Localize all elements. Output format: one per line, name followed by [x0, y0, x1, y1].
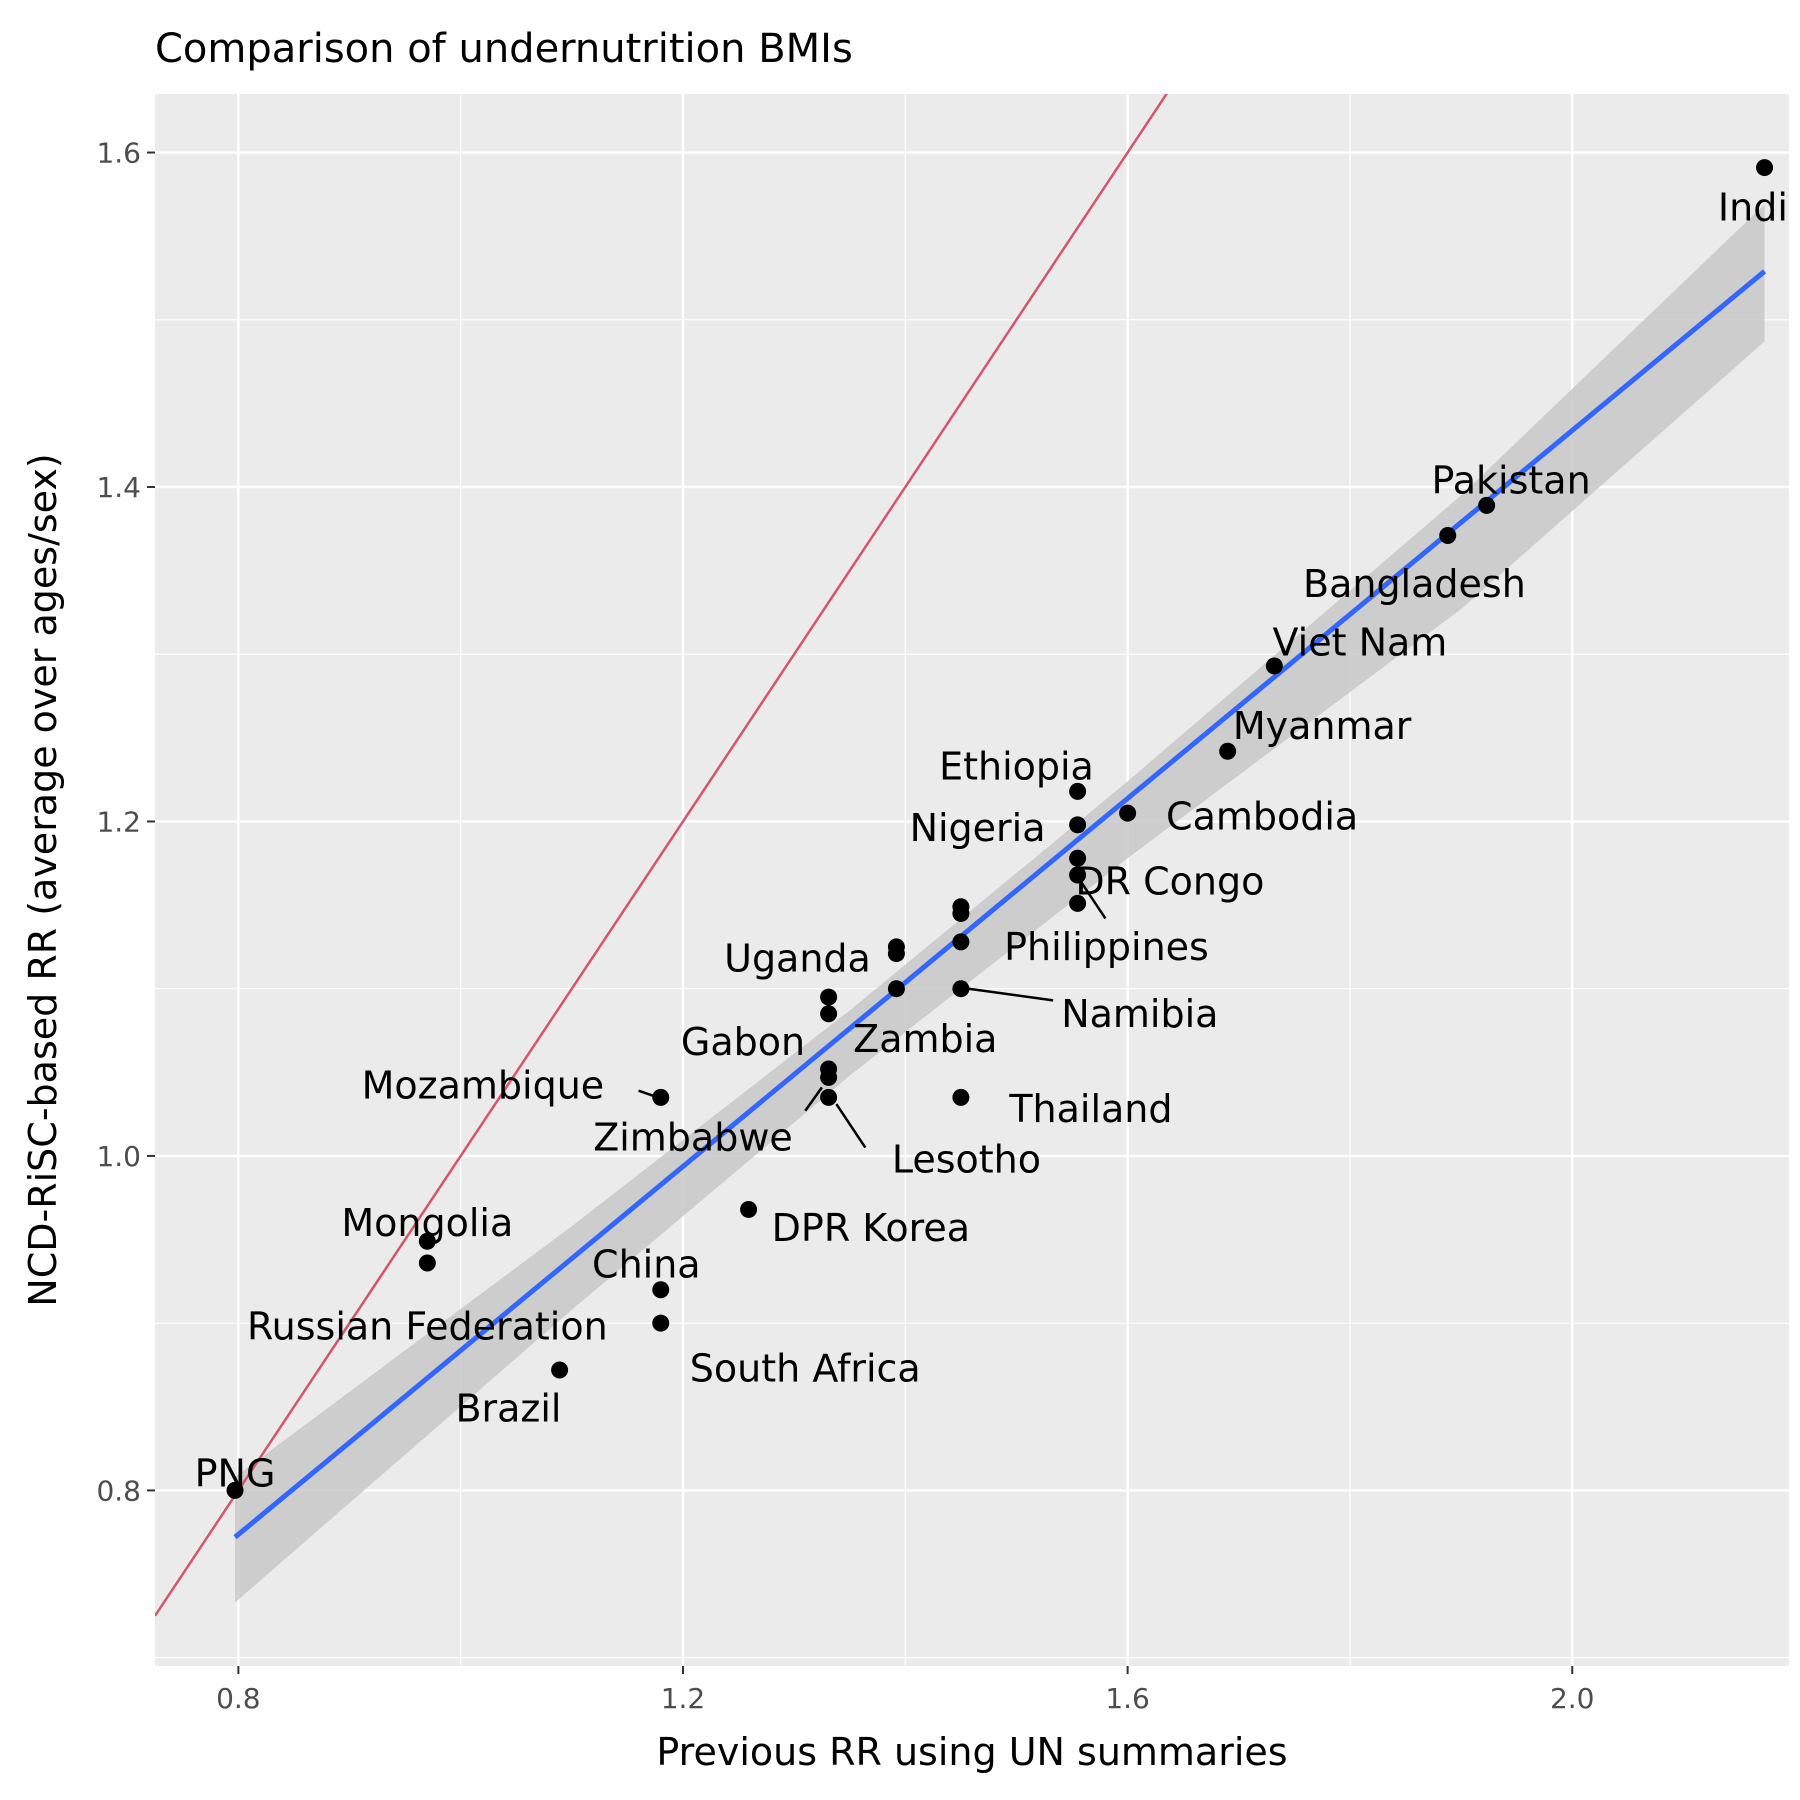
data-point	[1478, 496, 1496, 514]
data-point	[418, 1254, 436, 1272]
point-label: DR Congo	[1075, 860, 1264, 904]
point-label: Ethiopia	[939, 744, 1094, 788]
point-label: Pakistan	[1432, 458, 1591, 502]
grid-major-lines	[155, 94, 1789, 1666]
point-label: PNG	[195, 1452, 276, 1496]
identity-reference-line	[155, 94, 1169, 1617]
data-point	[418, 1232, 436, 1250]
x-axis-ticks: 0.8 1.2 1.6 2.0	[216, 1666, 1595, 1715]
point-label: Uganda	[724, 937, 871, 981]
point-label: Viet Nam	[1273, 621, 1448, 665]
data-point	[226, 1481, 244, 1499]
point-label: Zambia	[853, 1017, 997, 1061]
data-point	[1219, 742, 1237, 760]
leader-line	[1079, 880, 1107, 920]
point-label: China	[592, 1243, 701, 1287]
x-tick-label: 1.2	[661, 1682, 706, 1715]
point-label: Mongolia	[341, 1201, 513, 1245]
data-point	[652, 1088, 670, 1106]
point-labels: PNG Mongolia Russian Federation Brazil China…	[195, 186, 1800, 1496]
y-axis-ticks: 0.8 1.0 1.2 1.4 1.6	[96, 137, 155, 1507]
data-point	[740, 1200, 758, 1218]
data-point	[1265, 657, 1283, 675]
data-point	[952, 933, 970, 951]
data-point	[952, 904, 970, 922]
point-label: Namibia	[1061, 992, 1218, 1036]
data-point	[652, 1314, 670, 1332]
leader-line	[835, 1103, 867, 1149]
data-point	[887, 980, 905, 998]
data-point	[551, 1361, 569, 1379]
point-label: Philippines	[1004, 925, 1209, 969]
x-tick-label: 2.0	[1550, 1682, 1595, 1715]
data-point	[1756, 159, 1774, 177]
point-label: Bangladesh	[1303, 562, 1526, 606]
data-point	[820, 1088, 838, 1106]
point-label: Nigeria	[910, 806, 1046, 850]
point-label: India	[1718, 186, 1800, 230]
point-label: Russian Federation	[247, 1305, 608, 1349]
data-point	[820, 988, 838, 1006]
point-label: Mozambique	[362, 1064, 605, 1108]
point-label: Cambodia	[1166, 794, 1358, 838]
leader-line	[968, 987, 1054, 1002]
data-point	[1439, 526, 1457, 544]
data-point	[1069, 866, 1087, 884]
data-point	[1069, 894, 1087, 912]
point-label: South Africa	[690, 1346, 921, 1390]
x-axis-label: Previous RR using UN summaries	[656, 1730, 1287, 1774]
y-axis-label: NCD-RiSC-based RR (average over ages/sex…	[21, 453, 65, 1306]
point-label: Brazil	[455, 1386, 561, 1430]
x-tick-label: 0.8	[216, 1682, 261, 1715]
label-leader-lines	[638, 880, 1107, 1149]
chart-title: Comparison of undernutrition BMIs	[155, 26, 853, 72]
data-point	[952, 980, 970, 998]
point-label: Myanmar	[1233, 704, 1412, 748]
x-tick-label: 1.6	[1105, 1682, 1150, 1715]
data-point	[820, 1005, 838, 1023]
y-tick-label: 1.0	[96, 1140, 141, 1173]
data-point	[1069, 816, 1087, 834]
y-tick-label: 1.4	[96, 471, 141, 504]
data-point	[1069, 782, 1087, 800]
leader-line	[804, 1086, 823, 1112]
data-point	[652, 1281, 670, 1299]
data-point	[887, 945, 905, 963]
point-label: DPR Korea	[772, 1206, 970, 1250]
data-point	[820, 1068, 838, 1086]
point-label: Lesotho	[892, 1137, 1041, 1181]
data-point	[1119, 804, 1137, 822]
y-tick-label: 0.8	[96, 1474, 141, 1507]
point-label: Thailand	[1008, 1087, 1172, 1131]
point-label: Gabon	[681, 1020, 805, 1064]
data-point	[952, 1088, 970, 1106]
regression-fit-line	[233, 269, 1767, 1540]
y-tick-label: 1.6	[96, 137, 141, 170]
y-tick-label: 1.2	[96, 805, 141, 838]
data-point	[1069, 849, 1087, 867]
data-points	[226, 159, 1774, 1499]
leader-line	[638, 1089, 654, 1097]
point-label: Zimbabwe	[593, 1116, 793, 1160]
